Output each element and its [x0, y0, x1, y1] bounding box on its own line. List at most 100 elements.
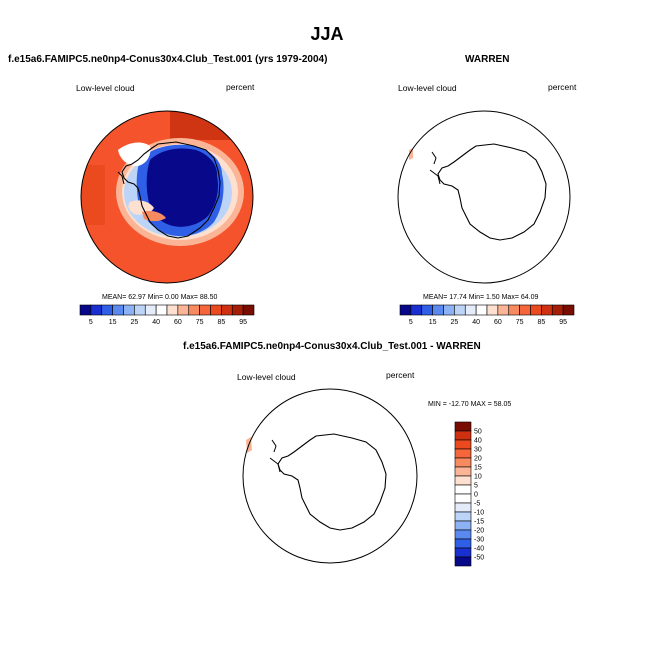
panel3-colorbar-box — [454, 547, 472, 558]
panel2-colorbar: 5 15 25 40 60 75 85 95 — [399, 304, 575, 326]
panel3-title: f.e15a6.FAMIPC5.ne0np4-Conus30x4.Club_Te… — [183, 341, 481, 352]
panel1-colorbar-box — [79, 304, 92, 316]
panel3-coastline — [269, 439, 281, 473]
panel1-colorbar-box — [242, 304, 255, 316]
panel1-colorbar-box — [177, 304, 190, 316]
panel2-colorbar-tick-label: 15 — [429, 319, 437, 326]
panel1-colorbar-box — [101, 304, 113, 316]
panel2-map — [397, 110, 571, 284]
panel1-stats: MEAN= 62.97 Min= 0.00 Max= 88.50 — [102, 294, 218, 301]
panel1-colorbar-box — [90, 304, 103, 316]
panel1-coastline — [117, 171, 125, 185]
panel3-colorbar-box — [454, 502, 472, 513]
panel1-colorbar-tick-label: 75 — [196, 319, 204, 326]
panel1-contour — [146, 148, 218, 227]
panel3-colorbar-tick-label: 30 — [474, 447, 482, 454]
panel2-colorbar-tick-label: 25 — [450, 319, 458, 326]
panel3-colorbar-box — [454, 457, 472, 468]
panel1-contour — [118, 142, 151, 166]
panel1-colorbar-tick-label: 95 — [239, 319, 247, 326]
panel1-colorbar-box — [166, 304, 179, 316]
panel2-colorbar-box — [410, 304, 423, 316]
panel1-coastline — [121, 141, 221, 239]
panel2-colorbar-box — [551, 304, 564, 316]
panel3-colorbar-tick-label: 15 — [474, 465, 482, 472]
panel3-colorbar-tick-label: -10 — [474, 510, 484, 517]
panel1-map — [80, 110, 254, 284]
panel3-colorbar-tick-label: -50 — [474, 555, 484, 562]
panel3-colorbar-box — [454, 484, 472, 495]
panel1-colorbar-tick-label: 40 — [152, 319, 160, 326]
panel1-colorbar-tick-label: 25 — [130, 319, 138, 326]
panel3-colorbar-box — [454, 430, 472, 441]
panel2-colorbar-box — [530, 304, 542, 316]
panel1-colorbar-box — [123, 304, 135, 316]
panel2-contour — [409, 148, 413, 160]
panel2-colorbar-box — [562, 304, 575, 316]
panel2-colorbar-box — [432, 304, 444, 316]
panel3-map-border — [242, 388, 418, 564]
panel1-colorbar-box — [221, 304, 233, 316]
panel2-colorbar-box — [508, 304, 520, 316]
panel3-colorbar-tick-label: 10 — [474, 474, 482, 481]
panel1-colorbar-box — [199, 304, 211, 316]
panel2-colorbar-box — [421, 304, 433, 316]
panel3-colorbar-box — [454, 448, 472, 459]
panel2-colorbar-tick-label: 85 — [537, 319, 545, 326]
panel2-colorbar-box — [464, 304, 477, 316]
panel3-colorbar-tick-label: -5 — [474, 501, 480, 508]
panel1-darker-band — [170, 111, 253, 140]
panel2-map-border — [397, 110, 571, 284]
panel3-colorbar-tick-label: 5 — [474, 483, 478, 490]
panel1-title: f.e15a6.FAMIPC5.ne0np4-Conus30x4.Club_Te… — [8, 54, 328, 65]
panel2-colorbar-box — [486, 304, 499, 316]
panel1-colorbar-tick-label: 60 — [174, 319, 182, 326]
panel3-colorbar-tick-label: 50 — [474, 429, 482, 436]
panel3-colorbar-box — [454, 475, 472, 486]
panel3-colorbar-box — [454, 538, 472, 549]
panel2-variable: Low-level cloud — [398, 83, 457, 93]
panel1-colorbar-box — [155, 304, 168, 316]
panel1-colorbar-box — [144, 304, 157, 316]
panel2-coastline — [437, 143, 547, 241]
panel3-map — [242, 388, 418, 564]
panel3-variable: Low-level cloud — [237, 372, 296, 382]
panel2-colorbar-box — [454, 304, 466, 316]
panel2-coastline — [429, 151, 441, 185]
panel1-darker-band — [81, 165, 105, 225]
panel3-coastline — [277, 433, 387, 531]
panel2-colorbar-box — [519, 304, 531, 316]
panel1-colorbar-box — [188, 304, 200, 316]
panel2-colorbar-box — [475, 304, 488, 316]
panel2-stats: MEAN= 17.74 Min= 1.50 Max= 64.09 — [423, 294, 539, 301]
panel2-colorbar-tick-label: 60 — [494, 319, 502, 326]
panel2-colorbar-box — [399, 304, 412, 316]
panel1-variable: Low-level cloud — [76, 83, 135, 93]
panel1-colorbar-tick-label: 5 — [89, 319, 93, 326]
panel1-colorbar-tick-label: 15 — [109, 319, 117, 326]
panel1-units: percent — [226, 82, 255, 92]
panel3-colorbar-box — [454, 520, 472, 531]
panel3-colorbar-box — [454, 556, 472, 567]
panel2-colorbar-box — [541, 304, 553, 316]
panel3-colorbar-box — [454, 511, 472, 522]
panel3-stats: MIN = -12.70 MAX = 58.05 — [428, 401, 512, 408]
panel3-colorbar-tick-label: -20 — [474, 528, 484, 535]
panel3-colorbar-tick-label: 0 — [474, 492, 478, 499]
panel2-units: percent — [548, 82, 577, 92]
panel1-colorbar-box — [210, 304, 222, 316]
panel1-colorbar-box — [112, 304, 124, 316]
panel3-colorbar-box — [454, 493, 472, 504]
panel1-colorbar: 5 15 25 40 60 75 85 95 — [79, 304, 255, 326]
panel2-colorbar-tick-label: 5 — [409, 319, 413, 326]
panel3-colorbar-box — [454, 466, 472, 477]
panel1-map-border — [80, 110, 254, 284]
figure-title: JJA — [310, 24, 344, 44]
panel3-colorbar-tick-label: 40 — [474, 438, 482, 445]
panel3-units: percent — [386, 370, 415, 380]
panel3-colorbar-tick-label: -40 — [474, 546, 484, 553]
panel1-colorbar-box — [231, 304, 244, 316]
panel3-colorbar-tick-label: -15 — [474, 519, 484, 526]
